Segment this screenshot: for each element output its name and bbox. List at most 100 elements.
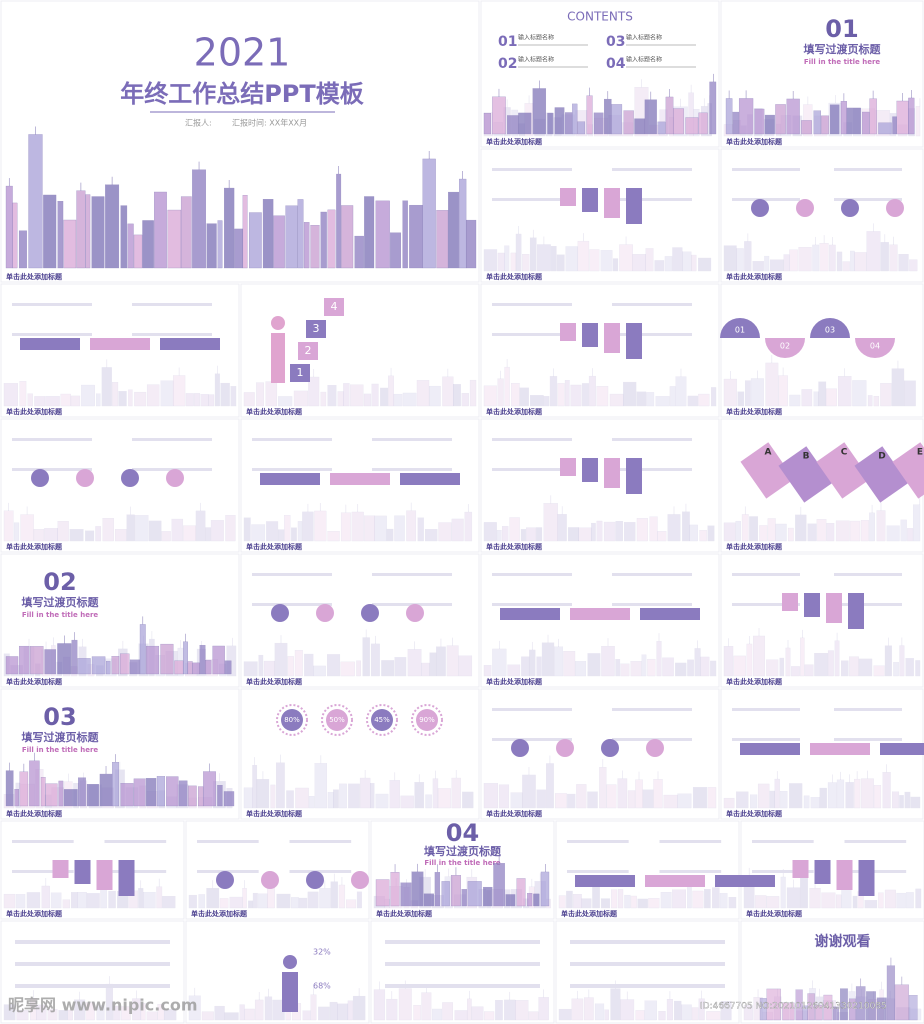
- building: [669, 386, 676, 407]
- slide: [480, 283, 720, 418]
- building: [77, 891, 87, 909]
- building: [854, 778, 861, 809]
- building: [133, 778, 146, 807]
- building: [57, 521, 69, 542]
- building: [630, 661, 642, 677]
- building: [429, 652, 437, 677]
- text-line: [834, 603, 902, 606]
- shape: [361, 604, 379, 622]
- cover-title: 年终工作总结PPT模板: [120, 80, 365, 108]
- building: [675, 376, 687, 407]
- building: [510, 252, 517, 272]
- building: [673, 1000, 682, 1021]
- text-line: [612, 708, 692, 711]
- text-line: [626, 44, 696, 46]
- building: [320, 391, 327, 407]
- building: [813, 391, 819, 407]
- slide: [0, 920, 185, 1024]
- building: [320, 211, 327, 269]
- building: [698, 393, 710, 407]
- shape: [511, 739, 529, 757]
- building: [699, 529, 707, 542]
- building: [106, 660, 111, 675]
- building: [436, 210, 449, 269]
- building: [744, 241, 752, 272]
- building: [212, 645, 225, 675]
- shape: [715, 875, 775, 887]
- building: [873, 396, 880, 407]
- building: [795, 514, 807, 542]
- building: [194, 393, 201, 407]
- building: [612, 258, 619, 272]
- shape: [601, 739, 619, 757]
- building: [803, 104, 813, 137]
- building: [371, 383, 379, 407]
- slide: [720, 553, 924, 688]
- shape: [575, 875, 635, 887]
- building: [128, 389, 133, 407]
- building: [586, 95, 593, 135]
- text-line: [570, 962, 725, 966]
- building: [860, 778, 874, 809]
- building: [873, 785, 882, 809]
- building: [483, 385, 497, 407]
- building: [592, 883, 600, 909]
- shape: [582, 323, 598, 347]
- building: [12, 202, 18, 269]
- building: [467, 998, 472, 1021]
- building: [795, 989, 803, 1021]
- building: [57, 201, 64, 269]
- building: [451, 518, 464, 542]
- shape: [306, 871, 324, 889]
- building: [834, 640, 840, 677]
- building: [609, 393, 624, 407]
- building: [467, 881, 482, 907]
- building: [63, 789, 78, 807]
- shape: [166, 469, 184, 487]
- building: [36, 1004, 47, 1021]
- building: [302, 1010, 311, 1021]
- building: [243, 661, 258, 677]
- text-line: [732, 168, 800, 171]
- building: [803, 795, 810, 809]
- building: [522, 254, 530, 272]
- shape: [90, 338, 150, 350]
- building: [74, 999, 86, 1021]
- building: [706, 1011, 721, 1021]
- slide-caption: 单击此处添加标题: [726, 542, 783, 551]
- building: [3, 383, 18, 407]
- text-line: [567, 840, 629, 843]
- slide-caption: 单击此处添加标题: [726, 407, 783, 416]
- shape: [560, 188, 576, 206]
- building: [174, 660, 184, 675]
- building: [750, 378, 764, 407]
- building: [624, 894, 631, 909]
- building: [354, 235, 364, 269]
- building: [779, 657, 785, 677]
- text-line: [612, 198, 692, 201]
- building: [223, 791, 235, 807]
- text-line: [567, 870, 629, 873]
- text-line: [12, 303, 92, 306]
- building: [167, 209, 182, 269]
- building: [778, 375, 788, 407]
- text-line: [612, 468, 692, 471]
- building: [34, 396, 46, 407]
- building: [270, 784, 276, 809]
- text-line: [372, 573, 452, 576]
- building: [913, 504, 921, 542]
- slide-caption: 单击此处添加标题: [486, 809, 543, 818]
- text-line: [844, 870, 907, 873]
- building: [214, 1005, 225, 1021]
- building: [483, 783, 499, 809]
- building: [498, 784, 510, 809]
- transition-num: 02: [43, 568, 76, 596]
- building: [842, 261, 850, 272]
- shape: [271, 604, 289, 622]
- building: [453, 384, 461, 407]
- building: [263, 660, 275, 677]
- shape: [330, 473, 390, 485]
- slide-caption: 单击此处添加标题: [486, 407, 543, 416]
- slide: [240, 283, 480, 418]
- text-line: [252, 468, 332, 471]
